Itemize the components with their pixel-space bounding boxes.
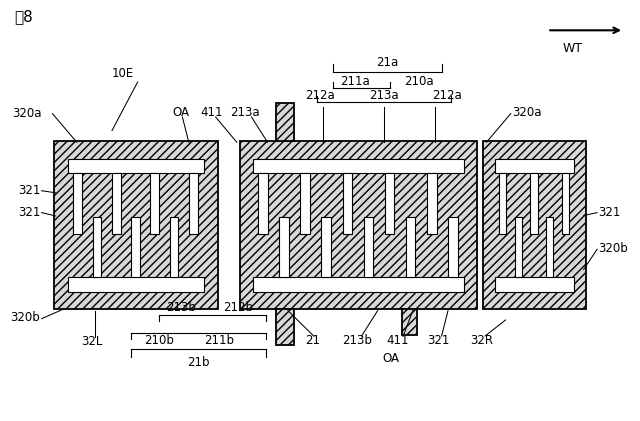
Bar xyxy=(253,159,464,173)
Text: OA: OA xyxy=(382,352,399,365)
Bar xyxy=(300,173,310,234)
Bar xyxy=(448,217,458,277)
Text: 210b: 210b xyxy=(144,334,173,346)
Bar xyxy=(150,173,159,234)
Text: 212a: 212a xyxy=(305,90,335,102)
Text: 212a: 212a xyxy=(432,90,461,102)
Bar xyxy=(547,217,554,277)
Bar xyxy=(495,159,574,173)
Bar xyxy=(406,217,415,277)
Text: 321: 321 xyxy=(18,206,40,219)
Bar xyxy=(402,309,417,335)
Bar xyxy=(74,173,82,234)
Bar xyxy=(170,217,179,277)
Text: 320b: 320b xyxy=(598,242,628,255)
Bar xyxy=(93,217,101,277)
Text: 32L: 32L xyxy=(81,336,102,348)
Text: 21a: 21a xyxy=(376,56,398,69)
Bar xyxy=(258,173,268,234)
Bar xyxy=(68,277,204,292)
Text: WT: WT xyxy=(563,42,583,55)
Bar xyxy=(253,277,464,292)
Text: 21b: 21b xyxy=(187,357,210,369)
Bar xyxy=(483,141,586,309)
Text: 320b: 320b xyxy=(10,312,40,324)
Bar xyxy=(54,141,218,309)
Text: 321: 321 xyxy=(18,184,40,197)
Bar xyxy=(321,217,331,277)
Text: 212b: 212b xyxy=(223,301,253,314)
Text: 213a: 213a xyxy=(369,90,399,102)
Text: 213b: 213b xyxy=(166,301,196,314)
Bar xyxy=(531,173,538,234)
Text: OA: OA xyxy=(173,107,189,119)
Bar xyxy=(515,217,522,277)
Text: 213a: 213a xyxy=(230,107,260,119)
Bar xyxy=(276,309,294,345)
Text: 21: 21 xyxy=(305,334,320,346)
Bar xyxy=(131,217,140,277)
Bar xyxy=(342,173,352,234)
Text: 211a: 211a xyxy=(340,75,370,88)
Text: 411: 411 xyxy=(200,107,223,119)
Text: 321: 321 xyxy=(428,334,449,346)
Text: 321: 321 xyxy=(598,206,621,219)
Bar xyxy=(427,173,436,234)
Bar xyxy=(112,173,120,234)
Bar xyxy=(499,173,506,234)
Bar xyxy=(385,173,394,234)
Text: 320a: 320a xyxy=(12,107,42,120)
Bar xyxy=(240,141,477,309)
Text: 320a: 320a xyxy=(512,107,541,119)
Text: 10E: 10E xyxy=(112,67,134,80)
Bar xyxy=(276,103,294,141)
Bar xyxy=(279,217,289,277)
Bar xyxy=(495,277,574,292)
Text: 213b: 213b xyxy=(342,334,372,346)
Bar xyxy=(562,173,570,234)
Text: 411: 411 xyxy=(387,334,410,346)
Text: 210a: 210a xyxy=(404,75,434,88)
Text: 図8: 図8 xyxy=(14,9,33,24)
Text: 211b: 211b xyxy=(204,334,234,346)
Bar xyxy=(189,173,198,234)
Bar xyxy=(68,159,204,173)
Bar xyxy=(364,217,373,277)
Text: 32R: 32R xyxy=(470,334,493,346)
